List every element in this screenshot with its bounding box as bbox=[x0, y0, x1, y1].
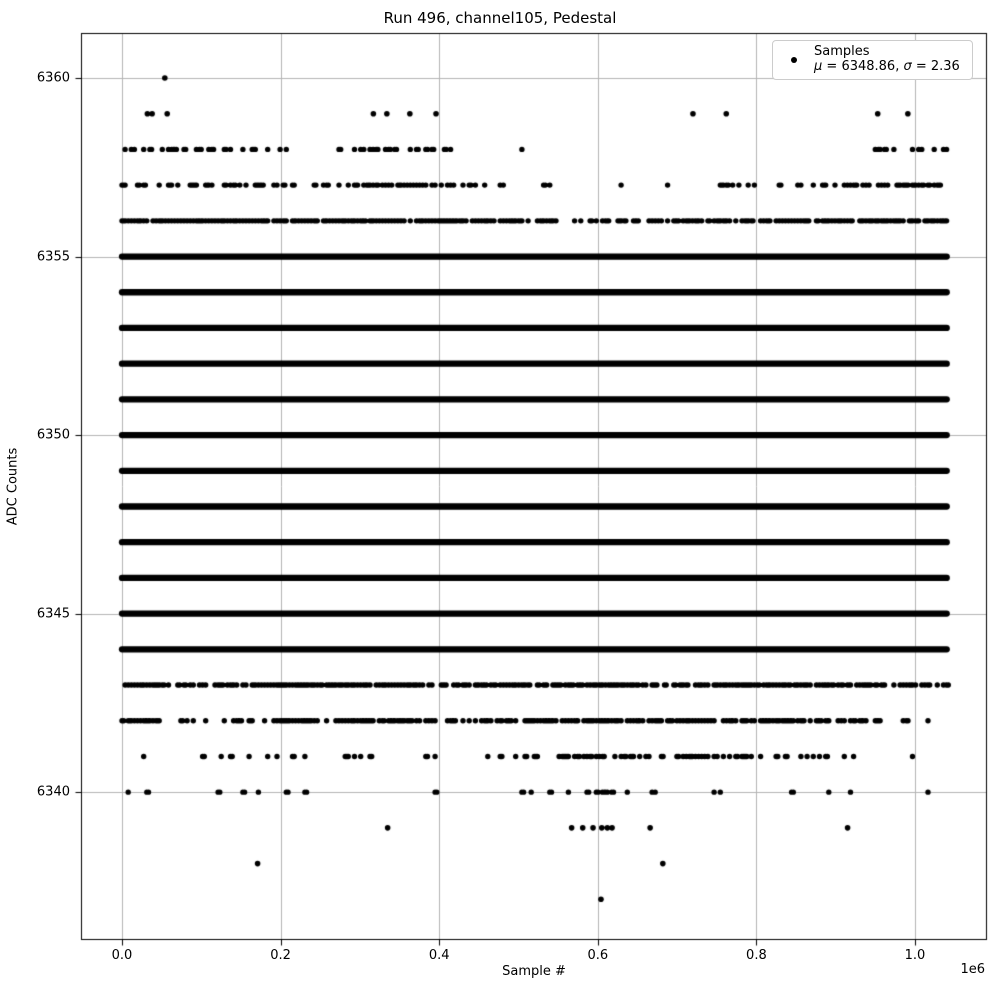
mu-value: = 6348.86, bbox=[822, 58, 904, 74]
legend-label: Samples bbox=[814, 44, 870, 59]
x-tick-label: 0.8 bbox=[746, 948, 767, 963]
y-tick-label: 6350 bbox=[36, 427, 70, 443]
x-axis-offset-label: 1e6 bbox=[960, 962, 985, 977]
scatter-marker-icon bbox=[791, 56, 797, 63]
x-tick-label: 0.4 bbox=[428, 948, 450, 963]
y-tick-label: 6355 bbox=[36, 249, 70, 265]
y-tick-label: 6345 bbox=[36, 606, 70, 622]
legend-box: Samples μ = 6348.86, σ = 2.36 bbox=[772, 40, 973, 80]
chart-title: Run 496, channel105, Pedestal bbox=[383, 9, 617, 27]
sigma-value: = 2.36 bbox=[911, 58, 960, 74]
legend-marker-column bbox=[783, 56, 805, 63]
x-tick-label: 0.6 bbox=[587, 948, 609, 963]
x-axis-label: Sample # bbox=[502, 964, 566, 979]
x-tick-label: 1.0 bbox=[904, 948, 926, 963]
mu-symbol: μ bbox=[814, 58, 823, 74]
x-tick-label: 0.0 bbox=[111, 948, 133, 963]
y-axis-label: ADC Counts bbox=[5, 447, 21, 526]
x-tick-label: 0.2 bbox=[270, 948, 291, 963]
legend-stats: μ = 6348.86, σ = 2.36 bbox=[814, 59, 960, 74]
sigma-symbol: σ bbox=[903, 58, 912, 74]
y-tick-label: 6340 bbox=[36, 784, 70, 800]
y-tick-label: 6360 bbox=[36, 70, 70, 86]
